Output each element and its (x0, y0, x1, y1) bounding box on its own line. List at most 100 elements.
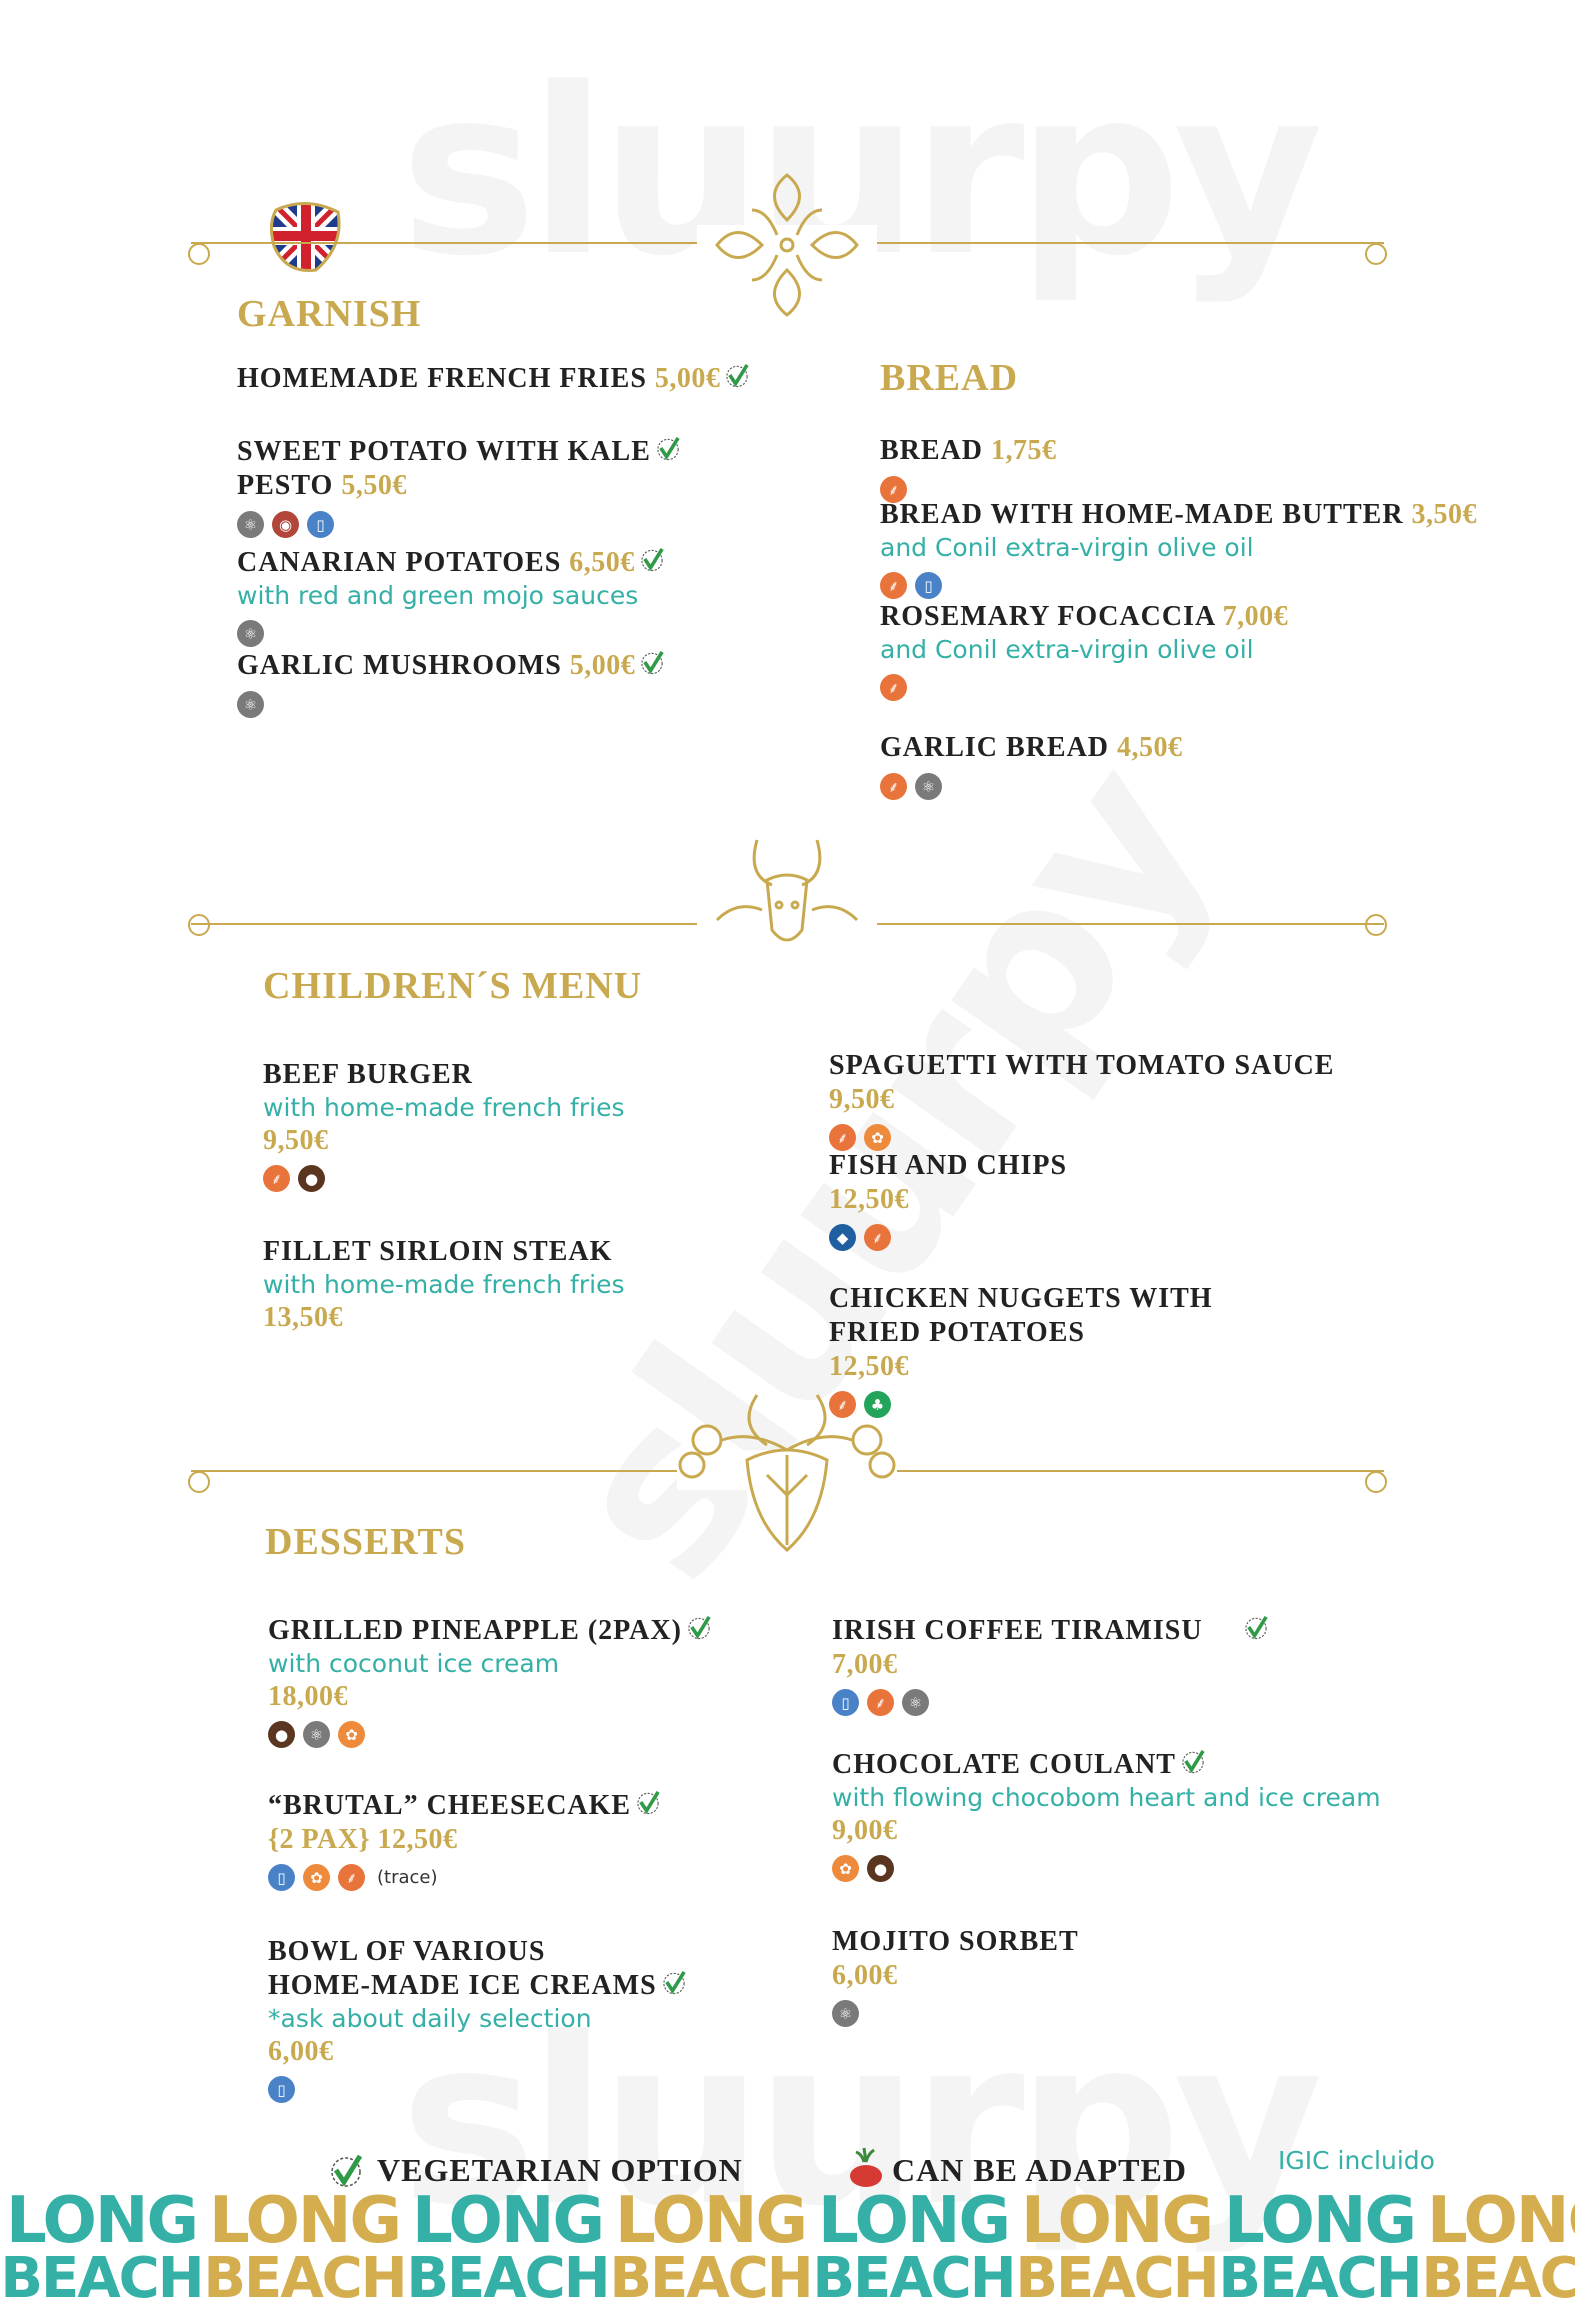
wheat-icon: ⸙ (864, 1224, 891, 1251)
menu-item: IRISH COFFEE TIRAMISU 7,00€ ▯ ⸙ ⚛ (832, 1614, 1269, 1716)
item-price: 7,00€ (832, 1649, 898, 1680)
item-name-line: GARLIC BREAD 4,50€ (880, 731, 1183, 765)
item-name-line: BREAD WITH HOME-MADE BUTTER 3,50€ (880, 498, 1477, 532)
uk-flag-icon[interactable] (266, 196, 346, 276)
item-price: {2 PAX} 12,50€ (268, 1824, 458, 1855)
divider-curl (188, 1471, 210, 1493)
celery-icon: ♣ (864, 1391, 891, 1418)
shellfish-icon: ✿ (832, 1855, 859, 1882)
item-name: FISH AND CHIPS (829, 1150, 1068, 1181)
item-price: 6,00€ (268, 2036, 334, 2067)
item-name: CANARIAN POTATOES (237, 547, 562, 578)
watermark: sluurpy (400, 1990, 1323, 2257)
shellfish-icon: ✿ (864, 1124, 891, 1151)
allergen-icons: ⸙ ♣ (829, 1391, 1213, 1418)
item-name: HOMEMADE FRENCH FRIES (237, 363, 647, 394)
item-name-line: “BRUTAL” CHEESECAKE (268, 1789, 661, 1823)
allergen-icons: ⚛ (832, 2000, 1079, 2027)
wheat-icon: ⸙ (263, 1165, 290, 1192)
menu-item: BREAD 1,75€ ⸙ (880, 434, 1057, 503)
brand-word: BEACH (812, 2250, 1016, 2307)
fish-icon: ◆ (829, 1224, 856, 1251)
wheat-icon: ⸙ (829, 1391, 856, 1418)
divider-curl (1365, 243, 1387, 265)
item-price: 5,00€ (569, 650, 636, 681)
brand-word: LONG (1427, 2190, 1575, 2252)
allergen-icons: ⸙ (880, 674, 1288, 701)
vegetarian-check-icon (1182, 1749, 1205, 1774)
milk-carton-icon: ▯ (268, 1864, 295, 1891)
item-name: GRILLED PINEAPPLE (2PAX) (268, 1615, 682, 1646)
menu-item: GARLIC MUSHROOMS 5,00€ ⚛ (237, 649, 665, 718)
wheat-icon: ⸙ (880, 674, 907, 701)
menu-item: “BRUTAL” CHEESECAKE {2 PAX} 12,50€ ▯ ✿ ⸙ (tra… (268, 1789, 661, 1891)
tax-note: IGIC incluido (1278, 2146, 1435, 2175)
allergen-icons: ◆ ⸙ (829, 1224, 1067, 1251)
item-price: 9,50€ (263, 1125, 329, 1156)
item-name-line: HOMEMADE FRENCH FRIES 5,00€ (237, 362, 750, 396)
brand-word: BEACH (609, 2250, 813, 2307)
molecule-icon: ⚛ (902, 1689, 929, 1716)
item-description: with coconut ice cream (268, 1649, 560, 1678)
item-name-line: GRILLED PINEAPPLE (2PAX) (268, 1614, 712, 1648)
item-name: SWEET POTATO WITH KALE (237, 436, 651, 467)
milk-carton-icon: ▯ (832, 1689, 859, 1716)
nut-icon: ◉ (272, 511, 299, 538)
section-title: GARNISH (237, 293, 422, 335)
item-name: FILLET SIRLOIN STEAK (263, 1236, 613, 1267)
allergen-icons: ✿ ● (832, 1855, 1381, 1882)
vegetarian-check-icon (1244, 1615, 1268, 1640)
wheat-icon: ⸙ (880, 476, 907, 503)
brand-word: LONG (818, 2190, 1011, 2252)
item-price: 4,50€ (1117, 732, 1183, 763)
crab-ornament-icon (677, 1394, 897, 1552)
item-name: HOME-MADE ICE CREAMS (268, 1970, 657, 2001)
divider-curl (1365, 1471, 1387, 1493)
wheat-icon: ⸙ (338, 1864, 365, 1891)
egg-icon: ● (298, 1165, 325, 1192)
item-description: *ask about daily selection (268, 2004, 592, 2033)
item-name: PESTO (237, 470, 334, 501)
item-name-line: FRIED POTATOES (829, 1316, 1213, 1350)
item-price: 5,50€ (341, 470, 407, 501)
menu-item: BEEF BURGER with home-made french fries 9,… (263, 1058, 624, 1192)
molecule-icon: ⚛ (915, 773, 942, 800)
item-name-line: SPAGUETTI WITH TOMATO SAUCE (829, 1049, 1334, 1083)
section-title: CHILDREN´S MENU (263, 965, 643, 1007)
item-name: ROSEMARY FOCACCIA (880, 601, 1215, 632)
menu-item: GARLIC BREAD 4,50€ ⸙ ⚛ (880, 731, 1183, 800)
item-name: SPAGUETTI WITH TOMATO SAUCE (829, 1050, 1335, 1081)
menu-item: CANARIAN POTATOES 6,50€ with red and gree… (237, 546, 665, 647)
item-price: 9,00€ (832, 1815, 898, 1846)
divider-curl (188, 914, 210, 936)
allergen-icons: ⸙ ✿ (829, 1124, 1334, 1151)
menu-item: CHICKEN NUGGETS WITH FRIED POTATOES 12,50€… (829, 1282, 1213, 1418)
allergen-icons: ▯ ✿ ⸙ (trace) (268, 1864, 661, 1891)
legend-adapted: CAN BE ADAPTED (892, 2152, 1187, 2188)
item-price: 3,50€ (1411, 499, 1478, 530)
shell-ornament-icon (697, 173, 877, 317)
brand-word: BEACH (406, 2250, 610, 2307)
legend-vegetarian: VEGETARIAN OPTION (377, 2152, 743, 2188)
allergen-icons: ⸙ ● (263, 1165, 624, 1192)
brand-word: LONG (412, 2190, 605, 2252)
brand-word: BEACH (1218, 2250, 1422, 2307)
vegetarian-check-icon (663, 1970, 686, 1995)
item-name: GARLIC BREAD (880, 732, 1110, 763)
item-name-line: BEEF BURGER (263, 1058, 624, 1092)
item-name: BEEF BURGER (263, 1059, 473, 1090)
menu-item: BOWL OF VARIOUS HOME-MADE ICE CREAMS *ask … (268, 1935, 687, 2103)
item-name-line: FISH AND CHIPS (829, 1149, 1067, 1183)
allergen-icons: ⸙ (880, 476, 1057, 503)
item-price: 12,50€ (829, 1351, 909, 1382)
section-title: BREAD (880, 357, 1019, 399)
brand-word: LONG (209, 2190, 402, 2252)
brand-word: LONG (1021, 2190, 1214, 2252)
item-name: GARLIC MUSHROOMS (237, 650, 562, 681)
allergen-icons: ⸙ ▯ (880, 572, 1477, 599)
brand-word: BEACH (1015, 2250, 1219, 2307)
item-name-line: CHICKEN NUGGETS WITH (829, 1282, 1213, 1316)
brand-word: BEACH (1421, 2250, 1575, 2307)
brand-word: LONG (1224, 2190, 1417, 2252)
vegetarian-check-icon (657, 436, 680, 461)
